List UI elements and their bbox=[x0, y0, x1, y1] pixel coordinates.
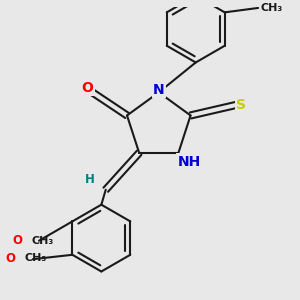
Text: CH₃: CH₃ bbox=[25, 253, 47, 263]
Text: CH₃: CH₃ bbox=[31, 236, 53, 246]
Text: O: O bbox=[82, 81, 93, 95]
Text: O: O bbox=[6, 252, 16, 265]
Text: N: N bbox=[153, 83, 165, 97]
Text: NH: NH bbox=[177, 154, 201, 169]
Text: CH₃: CH₃ bbox=[261, 3, 283, 13]
Text: O: O bbox=[12, 234, 22, 247]
Text: S: S bbox=[236, 98, 246, 112]
Text: H: H bbox=[85, 173, 95, 186]
